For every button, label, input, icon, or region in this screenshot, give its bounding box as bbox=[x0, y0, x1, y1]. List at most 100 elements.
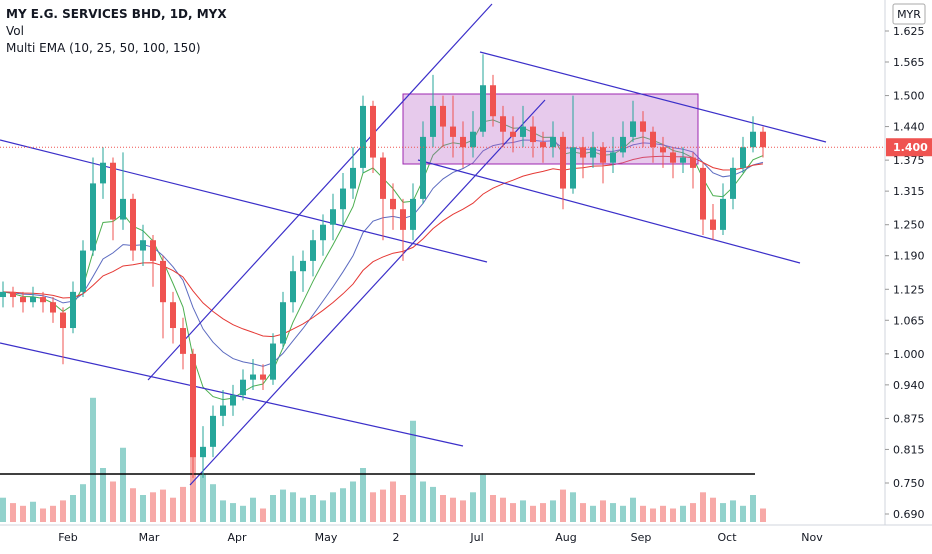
channel-line bbox=[189, 99, 546, 486]
candle-body bbox=[570, 147, 576, 189]
candle-body bbox=[140, 240, 146, 251]
volume-bar bbox=[730, 500, 736, 522]
candle-body bbox=[630, 121, 636, 137]
x-tick-label: Apr bbox=[227, 531, 247, 544]
y-tick-label: 1.375 bbox=[893, 154, 925, 167]
y-tick-label: 1.500 bbox=[893, 90, 925, 103]
y-tick-label: 1.000 bbox=[893, 348, 925, 361]
x-tick-label: May bbox=[315, 531, 338, 544]
candle-body bbox=[480, 85, 486, 132]
volume-bar bbox=[470, 492, 476, 522]
volume-bar bbox=[670, 508, 676, 522]
volume-bar bbox=[310, 495, 316, 522]
volume-bar bbox=[90, 397, 96, 522]
candle-body bbox=[310, 240, 316, 261]
candle-body bbox=[460, 136, 466, 148]
candle-body bbox=[400, 209, 406, 230]
volume-bar bbox=[220, 500, 226, 522]
volume-bar bbox=[630, 497, 636, 522]
candle-body bbox=[360, 105, 366, 168]
candle-body bbox=[0, 291, 6, 298]
candle-body bbox=[660, 147, 666, 153]
candle-body bbox=[730, 167, 736, 199]
volume-bar bbox=[530, 505, 536, 522]
y-tick-label: 1.315 bbox=[893, 185, 925, 198]
volume-bar bbox=[690, 503, 696, 522]
channel-line bbox=[0, 139, 488, 263]
candle-body bbox=[60, 312, 66, 329]
candle-body bbox=[160, 260, 166, 303]
volume-bar bbox=[640, 505, 646, 522]
volume-bar bbox=[600, 500, 606, 522]
channel-line bbox=[479, 51, 827, 143]
candle-body bbox=[720, 198, 726, 230]
y-tick-label: 1.125 bbox=[893, 283, 925, 296]
candle-body bbox=[240, 379, 246, 396]
candle-body bbox=[610, 152, 616, 163]
candle-body bbox=[430, 105, 436, 137]
currency-box bbox=[892, 3, 926, 25]
x-tick-label: Oct bbox=[717, 531, 737, 544]
candle-body bbox=[700, 167, 706, 220]
volume-bar bbox=[610, 503, 616, 522]
volume-bar bbox=[570, 492, 576, 522]
candle-body bbox=[640, 121, 646, 132]
candle-body bbox=[330, 209, 336, 225]
candle-body bbox=[10, 291, 16, 298]
volume-bar bbox=[430, 486, 436, 522]
volume-bar bbox=[760, 508, 766, 522]
candle-body bbox=[260, 374, 266, 380]
candle-body bbox=[170, 302, 176, 329]
candle-body bbox=[370, 105, 376, 158]
volume-bar bbox=[120, 447, 126, 522]
candle-body bbox=[270, 343, 276, 380]
range-box bbox=[402, 93, 699, 165]
volume-bar bbox=[30, 501, 36, 522]
y-tick-label: 0.940 bbox=[893, 379, 925, 392]
volume-bar bbox=[380, 489, 386, 522]
volume-bar bbox=[350, 481, 356, 522]
candle-body bbox=[750, 131, 756, 148]
candle-body bbox=[680, 157, 686, 163]
channel-line bbox=[147, 3, 493, 381]
volume-bar bbox=[150, 492, 156, 522]
trend-lines bbox=[0, 3, 827, 486]
candle-body bbox=[90, 183, 96, 251]
volume-bar bbox=[420, 481, 426, 522]
candle-body bbox=[710, 219, 716, 230]
volume-bar bbox=[320, 500, 326, 522]
volume-bar bbox=[230, 503, 236, 522]
candle-body bbox=[500, 116, 506, 132]
indicator-label: Multi EMA (10, 25, 50, 100, 150) bbox=[6, 41, 201, 55]
candle-body bbox=[760, 131, 766, 148]
candle-body bbox=[250, 374, 256, 380]
symbol-title: MY E.G. SERVICES BHD, 1D, MYX bbox=[6, 7, 227, 21]
volume-layer bbox=[0, 397, 766, 522]
volume-bar bbox=[130, 488, 136, 522]
volume-bar bbox=[0, 497, 6, 522]
y-tick-label: 1.565 bbox=[893, 56, 925, 69]
candle-body bbox=[130, 198, 136, 251]
candle-body bbox=[560, 136, 566, 189]
volume-bar bbox=[70, 495, 76, 522]
candle-body bbox=[100, 162, 106, 184]
y-tick-label: 1.190 bbox=[893, 250, 925, 263]
volume-bar bbox=[540, 503, 546, 522]
candle-body bbox=[120, 198, 126, 220]
candle-body bbox=[50, 302, 56, 313]
volume-bar bbox=[590, 505, 596, 522]
volume-bar bbox=[110, 481, 116, 522]
candle-body bbox=[150, 240, 156, 261]
candle-body bbox=[190, 353, 196, 458]
volume-bar bbox=[160, 489, 166, 522]
volume-bar bbox=[720, 503, 726, 522]
volume-bar bbox=[50, 505, 56, 522]
volume-bar bbox=[460, 500, 466, 522]
volume-bar bbox=[400, 495, 406, 522]
volume-bar bbox=[750, 495, 756, 522]
volume-bar bbox=[520, 500, 526, 522]
candle-body bbox=[210, 415, 216, 447]
volume-bar bbox=[290, 492, 296, 522]
candle-body bbox=[520, 126, 526, 137]
volume-bar bbox=[100, 468, 106, 522]
